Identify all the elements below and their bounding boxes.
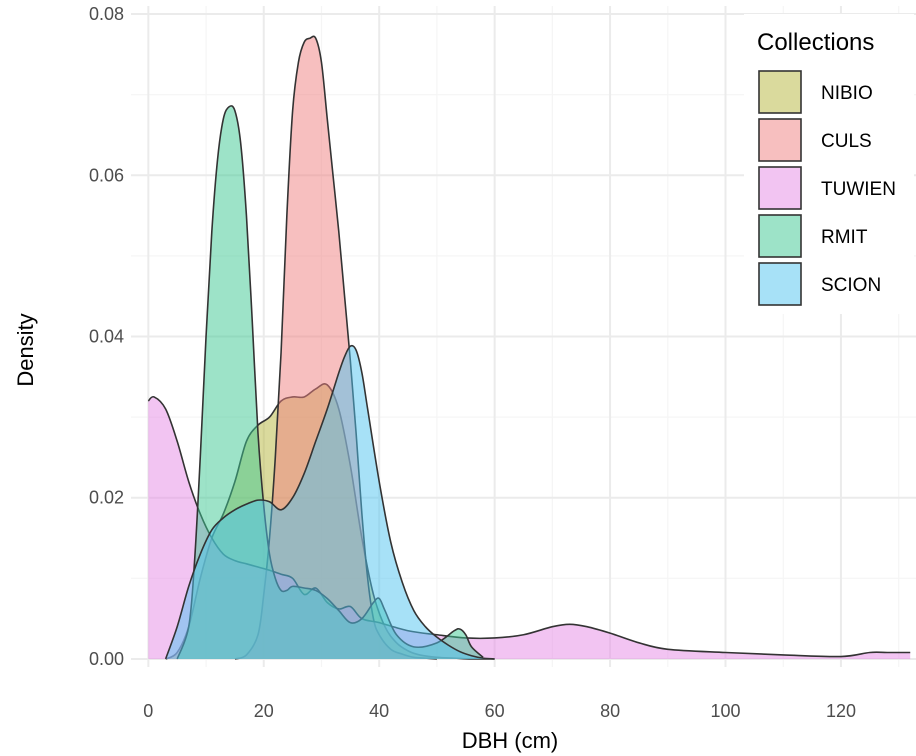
x-tick-label: 20	[254, 701, 274, 721]
legend-items: NIBIO CULS TUWIEN RMIT SCION	[758, 70, 896, 306]
x-tick-label: 0	[143, 701, 153, 721]
x-axis-ticks: 0 20 40 60 80 100 120	[143, 701, 856, 721]
legend-title: Collections	[757, 29, 874, 56]
y-axis-title: Density	[13, 313, 38, 386]
legend-swatch-tuwien	[758, 166, 802, 210]
x-tick-label: 60	[485, 701, 505, 721]
x-tick-label: 40	[369, 701, 389, 721]
density-line-scion	[164, 344, 495, 660]
density-area-culs	[234, 36, 437, 659]
density-area-scion	[165, 345, 495, 659]
x-axis-title: DBH (cm)	[462, 728, 559, 753]
x-tick-label: 120	[826, 701, 856, 721]
density-areas	[147, 35, 911, 660]
legend: Collections NIBIO CULS TUWIEN RMIT SCION	[744, 14, 914, 314]
legend-swatch-rmit	[758, 214, 802, 258]
legend-swatch-nibio	[758, 70, 802, 114]
y-tick-label: 0.06	[89, 165, 124, 185]
x-tick-label: 80	[600, 701, 620, 721]
legend-label-tuwien: TUWIEN	[821, 179, 896, 200]
legend-label-scion: SCION	[821, 275, 881, 296]
legend-label-culs: CULS	[821, 131, 872, 152]
y-tick-label: 0.04	[89, 327, 124, 347]
legend-swatch-scion	[758, 262, 802, 306]
x-tick-label: 100	[710, 701, 740, 721]
y-tick-label: 0.02	[89, 488, 124, 508]
y-tick-label: 0.00	[89, 649, 124, 669]
y-axis-ticks: 0.00 0.02 0.04 0.06 0.08	[89, 4, 124, 669]
legend-label-nibio: NIBIO	[821, 83, 873, 104]
legend-label-rmit: RMIT	[821, 227, 868, 248]
y-tick-label: 0.08	[89, 4, 124, 24]
legend-swatch-culs	[758, 118, 802, 162]
